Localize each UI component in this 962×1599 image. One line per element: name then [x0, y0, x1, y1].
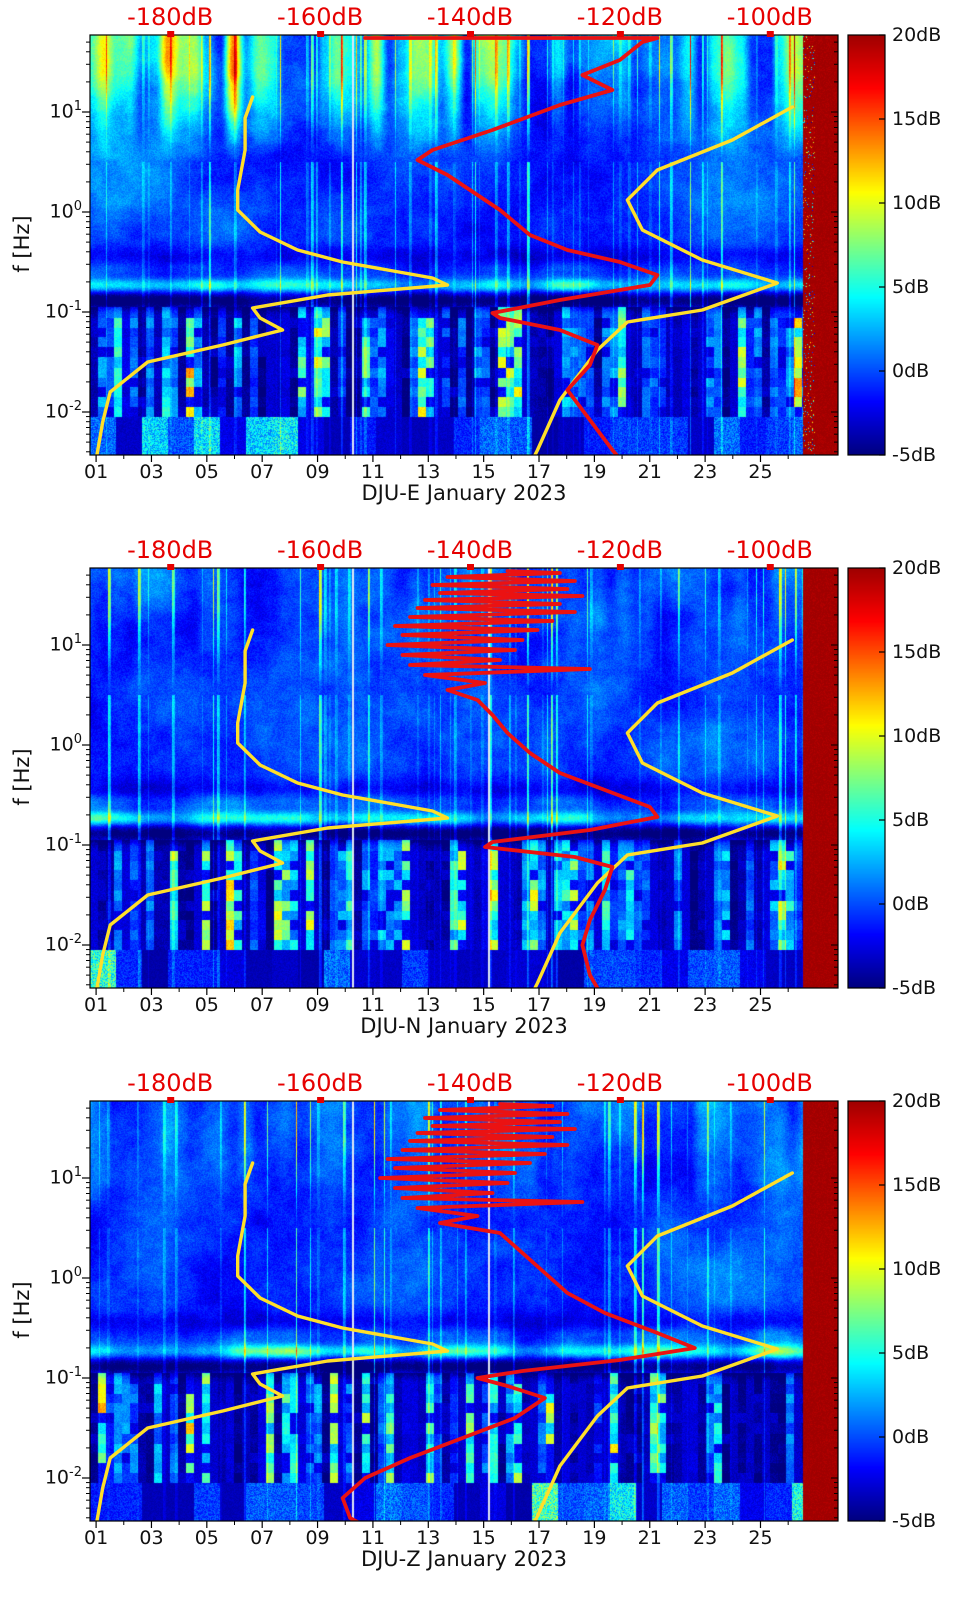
x-tick-label: 19: [582, 461, 607, 483]
y-tick-label: 10-1: [44, 832, 82, 856]
top-axis-db-label: -120dB: [576, 536, 663, 564]
colorbar-tick-label: 15dB: [892, 1174, 942, 1196]
spectrogram-canvas: [90, 1101, 838, 1521]
top-axis-db-label: -180dB: [127, 536, 214, 564]
colorbar-tick-label: 0dB: [892, 360, 930, 382]
x-tick-label: 21: [637, 461, 662, 483]
x-tick-label: 17: [526, 461, 552, 483]
top-axis-db-label: -140dB: [426, 536, 514, 564]
x-tick-label: 05: [194, 461, 219, 483]
top-axis-db-label: -180dB: [127, 3, 214, 31]
x-tick-label: 11: [360, 461, 386, 483]
x-tick-label: 07: [250, 461, 275, 483]
colorbar-tick-label: 5dB: [892, 809, 930, 831]
top-axis-db-label: -160dB: [277, 1069, 364, 1097]
x-tick-label: 01: [83, 1527, 109, 1549]
top-axis-db-label: -100dB: [726, 3, 813, 31]
x-tick-label: 11: [360, 994, 386, 1016]
top-axis-db-label: -180dB: [127, 1069, 214, 1097]
spectrogram-canvas: [90, 35, 838, 455]
x-tick-label: 03: [139, 1527, 164, 1549]
x-axis-title: DJU-Z January 2023: [360, 1547, 568, 1571]
top-axis-db-label: -120dB: [576, 1069, 663, 1097]
colorbar-tick-label: 10dB: [892, 192, 942, 214]
x-tick-label: 15: [471, 461, 496, 483]
colorbar-tick-label: -5dB: [892, 444, 937, 466]
x-axis-title: DJU-N January 2023: [360, 1014, 568, 1038]
top-axis-db-label: -140dB: [426, 3, 514, 31]
y-axis-label: f [Hz]: [10, 215, 34, 273]
x-tick-label: 03: [139, 461, 164, 483]
x-tick-label: 11: [360, 1527, 386, 1549]
x-tick-label: 13: [416, 1527, 441, 1549]
x-tick-label: 19: [582, 994, 607, 1016]
panel-dju-z: f [Hz] DJU-Z January 2023 01 03 05 07 09 11 13…: [0, 1066, 962, 1599]
y-tick-label: 10-2: [44, 932, 82, 956]
x-tick-label: 09: [305, 994, 330, 1016]
x-tick-label: 13: [416, 461, 441, 483]
x-tick-label: 21: [637, 1527, 662, 1549]
x-tick-label: 07: [250, 994, 275, 1016]
x-tick-label: 17: [526, 1527, 552, 1549]
top-axis-db-label: -100dB: [726, 1069, 813, 1097]
y-tick-label: 10-1: [44, 299, 82, 323]
x-tick-label: 03: [139, 994, 164, 1016]
panel-dju-n: f [Hz] DJU-N January 2023 01 03 05 07 09 11 13…: [0, 533, 962, 1066]
x-tick-label: 15: [471, 994, 496, 1016]
colorbar-tick-label: -5dB: [892, 1510, 937, 1532]
colorbar-tick-label: 20dB: [892, 24, 942, 46]
x-tick-label: 25: [748, 1527, 773, 1549]
colorbar-tick-label: -5dB: [892, 977, 937, 999]
top-axis-db-label: -120dB: [576, 3, 663, 31]
x-tick-label: 25: [748, 461, 773, 483]
y-tick-label: 101: [49, 632, 82, 656]
x-tick-label: 23: [693, 461, 718, 483]
y-tick-label: 100: [49, 199, 82, 223]
colorbar-tick-label: 20dB: [892, 557, 942, 579]
y-tick-label: 100: [49, 1265, 82, 1289]
x-tick-label: 05: [194, 1527, 219, 1549]
colorbar-tick-label: 0dB: [892, 1426, 930, 1448]
x-tick-label: 07: [250, 1527, 275, 1549]
colorbar-tick-label: 10dB: [892, 1258, 942, 1280]
x-tick-label: 23: [693, 1527, 718, 1549]
y-axis-label: f [Hz]: [10, 748, 34, 806]
x-tick-label: 09: [305, 461, 330, 483]
colorbar-tick-label: 10dB: [892, 725, 942, 747]
top-axis-db-label: -160dB: [277, 3, 364, 31]
x-tick-label: 25: [748, 994, 773, 1016]
y-tick-label: 101: [49, 1165, 82, 1189]
colorbar-tick-label: 5dB: [892, 276, 930, 298]
panel-dju-e: f [Hz] DJU-E January 2023 01 03 05 07 09 11 13…: [0, 0, 962, 533]
colorbar-tick-label: 15dB: [892, 641, 942, 663]
x-axis-title: DJU-E January 2023: [361, 481, 567, 505]
colorbar-canvas: [848, 35, 885, 455]
x-tick-label: 17: [526, 994, 552, 1016]
top-axis-db-label: -140dB: [426, 1069, 514, 1097]
colorbar-tick-label: 5dB: [892, 1342, 930, 1364]
x-tick-label: 01: [83, 461, 109, 483]
x-tick-label: 21: [637, 994, 662, 1016]
colorbar-tick-label: 15dB: [892, 108, 942, 130]
spectrogram-canvas: [90, 568, 838, 988]
y-tick-label: 100: [49, 732, 82, 756]
top-axis-db-label: -160dB: [277, 536, 364, 564]
x-tick-label: 23: [693, 994, 718, 1016]
x-tick-label: 01: [83, 994, 109, 1016]
y-axis-label: f [Hz]: [10, 1281, 34, 1339]
y-tick-label: 10-2: [44, 399, 82, 423]
y-tick-label: 10-1: [44, 1365, 82, 1389]
y-tick-label: 10-2: [44, 1465, 82, 1489]
colorbar-canvas: [848, 568, 885, 988]
y-tick-label: 101: [49, 99, 82, 123]
x-tick-label: 05: [194, 994, 219, 1016]
x-tick-label: 19: [582, 1527, 607, 1549]
colorbar-tick-label: 20dB: [892, 1090, 942, 1112]
top-axis-db-label: -100dB: [726, 536, 813, 564]
colorbar-tick-label: 0dB: [892, 893, 930, 915]
x-tick-label: 15: [471, 1527, 496, 1549]
colorbar-canvas: [848, 1101, 885, 1521]
x-tick-label: 13: [416, 994, 441, 1016]
x-tick-label: 09: [305, 1527, 330, 1549]
